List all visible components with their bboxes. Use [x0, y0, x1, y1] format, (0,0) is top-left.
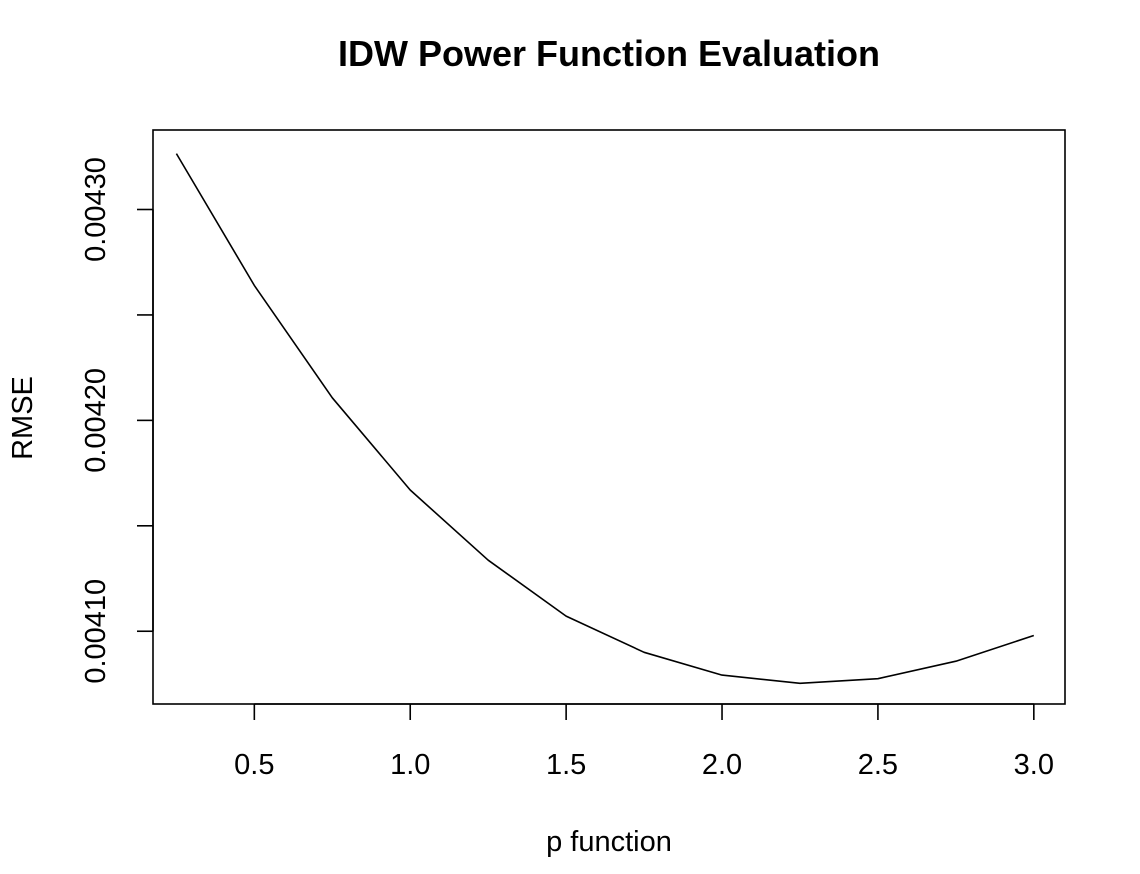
- y-axis: 0.00410 0.00420 0.00430: [80, 157, 154, 684]
- x-axis: 0.5 1.0 1.5 2.0 2.5 3.0: [234, 703, 1054, 781]
- y-tick-label: 0.00410: [80, 579, 112, 684]
- plot-frame: [152, 129, 1066, 705]
- x-tick-label: 2.0: [702, 749, 742, 781]
- y-axis-label: RMSE: [7, 376, 39, 460]
- y-tick-label: 0.00420: [80, 368, 112, 473]
- x-tick-label: 1.0: [390, 749, 430, 781]
- x-tick-label: 3.0: [1014, 749, 1054, 781]
- rmse-series-line: [175, 153, 1035, 685]
- chart-title: IDW Power Function Evaluation: [338, 33, 880, 74]
- y-tick-label: 0.00430: [80, 157, 112, 262]
- x-tick-label: 2.5: [858, 749, 898, 781]
- x-tick-label: 0.5: [234, 749, 274, 781]
- x-axis-label: p function: [546, 826, 672, 858]
- x-tick-label: 1.5: [546, 749, 586, 781]
